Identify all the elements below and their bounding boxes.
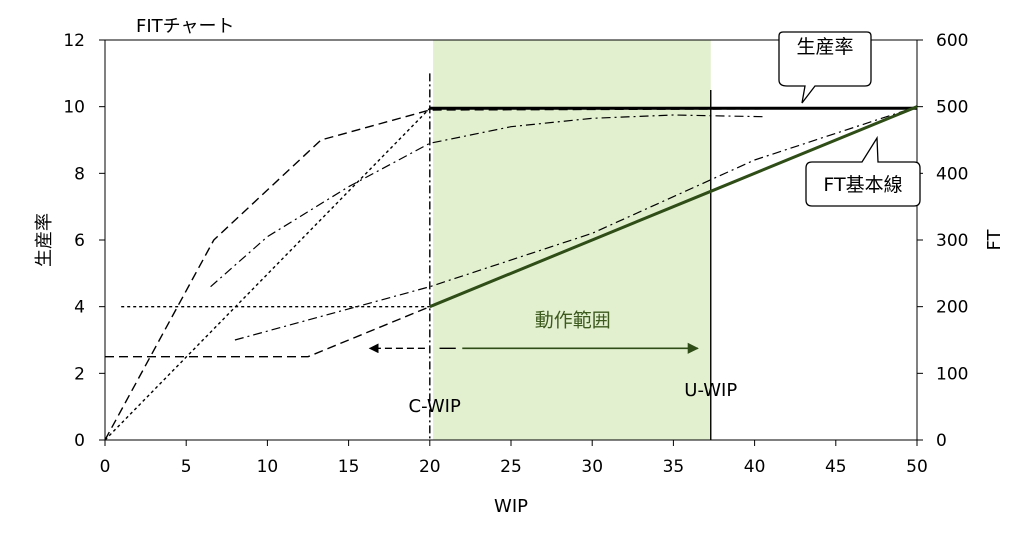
ft-callout-label: FT基本線 bbox=[823, 174, 902, 196]
operating-range-band bbox=[433, 40, 711, 440]
x-tick-label: 45 bbox=[825, 457, 847, 477]
y2-tick-label: 400 bbox=[936, 164, 968, 184]
series-line-3 bbox=[210, 114, 763, 288]
x-tick-label: 0 bbox=[100, 457, 111, 477]
x-tick-label: 15 bbox=[338, 457, 360, 477]
rate-callout-box bbox=[778, 31, 872, 104]
x-tick-label: 20 bbox=[419, 457, 441, 477]
y-tick-label: 8 bbox=[74, 164, 85, 184]
operating-range-label: 動作範囲 bbox=[535, 310, 611, 332]
chart-annotations: C-WIP U-WIP 動作範囲 生産率 FT基本線 bbox=[368, 31, 921, 417]
y2-tick-label: 500 bbox=[936, 98, 968, 118]
x-tick-label: 35 bbox=[663, 457, 685, 477]
c-wip-label: C-WIP bbox=[409, 396, 461, 417]
u-wip-label: U-WIP bbox=[684, 380, 737, 401]
y-tick-label: 2 bbox=[74, 364, 85, 384]
x-tick-label: 10 bbox=[257, 457, 279, 477]
chart-title: FITチャート bbox=[136, 16, 234, 37]
ft-callout-box bbox=[805, 135, 921, 207]
x-axis-title: WIP bbox=[494, 496, 528, 517]
chart-axes: 0 5 10 15 20 25 30 35 40 45 5002468101201002003004… bbox=[34, 16, 1005, 517]
y-tick-label: 12 bbox=[63, 31, 85, 51]
y-tick-label: 6 bbox=[74, 231, 85, 251]
y2-tick-label: 600 bbox=[936, 31, 968, 51]
x-tick-label: 40 bbox=[744, 457, 766, 477]
x-tick-label: 25 bbox=[500, 457, 522, 477]
y2-tick-label: 200 bbox=[936, 298, 968, 318]
y2-tick-label: 100 bbox=[936, 364, 968, 384]
x-tick-label: 50 bbox=[906, 457, 928, 477]
y-tick-label: 10 bbox=[63, 98, 85, 118]
series-line-8 bbox=[429, 105, 918, 309]
operating-range-region bbox=[433, 40, 711, 440]
series-line-5 bbox=[105, 106, 918, 358]
y-axis-title: 生産率 bbox=[34, 213, 55, 267]
y-tick-label: 0 bbox=[74, 431, 85, 451]
x-tick-label: 5 bbox=[181, 457, 192, 477]
y-tick-label: 4 bbox=[74, 298, 85, 318]
y2-axis-title: FT bbox=[984, 228, 1005, 250]
rate-callout-label: 生産率 bbox=[796, 36, 853, 58]
y2-tick-label: 300 bbox=[936, 231, 968, 251]
x-tick-label: 30 bbox=[581, 457, 603, 477]
series-line-7 bbox=[234, 106, 918, 341]
y2-tick-label: 0 bbox=[936, 431, 947, 451]
chart-series bbox=[104, 73, 918, 441]
